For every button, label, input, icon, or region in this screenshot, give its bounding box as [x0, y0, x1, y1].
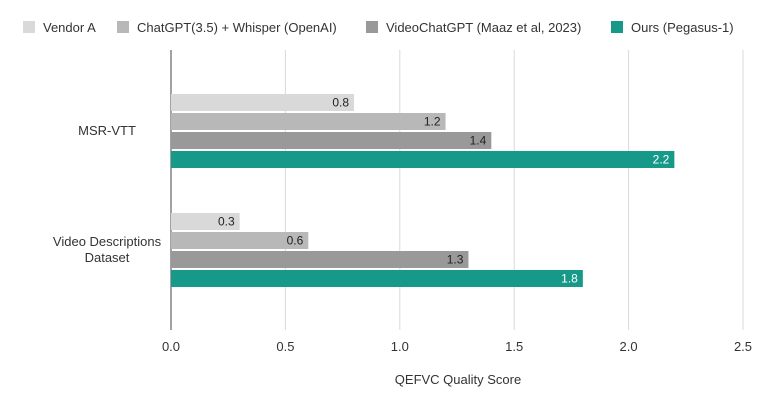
- legend-swatch: [23, 21, 35, 33]
- x-tick-label: 1.5: [505, 339, 523, 354]
- x-tick-label: 0.5: [276, 339, 294, 354]
- legend-swatch: [611, 21, 623, 33]
- x-tick-label: 2.0: [620, 339, 638, 354]
- bar: [171, 232, 309, 249]
- bar: [171, 94, 355, 111]
- bar: [171, 213, 240, 230]
- bar-value-label: 1.3: [447, 253, 464, 267]
- x-tick-label: 0.0: [162, 339, 180, 354]
- bar: [171, 251, 469, 268]
- legend-label: ChatGPT(3.5) + Whisper (OpenAI): [137, 20, 337, 35]
- bar-value-label: 1.2: [424, 115, 441, 129]
- x-tick-labels: 0.0 0.5 1.0 1.5 2.0 2.5: [162, 339, 752, 354]
- category-label-line: Video Descriptions: [53, 234, 162, 249]
- category-label-line: Dataset: [85, 250, 130, 265]
- bar-value-label: 0.6: [287, 234, 304, 248]
- legend-label: Vendor A: [43, 20, 96, 35]
- bar-value-label: 1.8: [561, 272, 578, 286]
- grid-lines: [170, 50, 744, 330]
- x-axis-title: QEFVC Quality Score: [395, 372, 521, 387]
- category-label: MSR-VTT: [78, 123, 136, 138]
- category-label: Video Descriptions Dataset: [53, 234, 162, 265]
- x-tick-label: 2.5: [734, 339, 752, 354]
- category-labels: MSR-VTT Video Descriptions Dataset: [53, 123, 162, 265]
- bars: 0.8 1.2 1.4 2.2 0.3 0.6 1.3 1.8: [171, 94, 675, 287]
- bar-value-label: 0.8: [332, 96, 349, 110]
- x-tick-label: 1.0: [391, 339, 409, 354]
- category-label-line: MSR-VTT: [78, 123, 136, 138]
- bar-value-label: 2.2: [653, 153, 670, 167]
- bar: [171, 113, 446, 130]
- legend-swatch: [366, 21, 378, 33]
- bar: [171, 270, 583, 287]
- legend: Vendor A ChatGPT(3.5) + Whisper (OpenAI) V…: [23, 20, 734, 35]
- bar: [171, 132, 492, 149]
- bar-value-label: 1.4: [470, 134, 487, 148]
- bar-value-label: 0.3: [218, 215, 235, 229]
- legend-label: Ours (Pegasus-1): [631, 20, 734, 35]
- legend-label: VideoChatGPT (Maaz et al, 2023): [386, 20, 581, 35]
- bar: [171, 151, 675, 168]
- legend-swatch: [117, 21, 129, 33]
